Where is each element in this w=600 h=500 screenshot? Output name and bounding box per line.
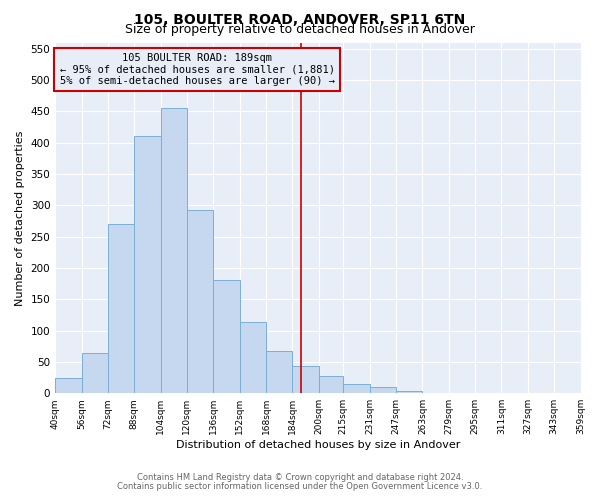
Bar [422, 392, 449, 393]
Bar [502, 392, 528, 393]
Bar [266, 351, 292, 393]
Bar [82, 352, 108, 393]
Text: Contains public sector information licensed under the Open Government Licence v3: Contains public sector information licen… [118, 482, 482, 491]
Bar [134, 136, 161, 393]
Bar [554, 392, 581, 393]
Bar [213, 280, 239, 393]
Bar [292, 366, 319, 393]
Bar [161, 108, 187, 393]
Bar [187, 210, 213, 393]
Bar [108, 224, 134, 393]
Text: 105, BOULTER ROAD, ANDOVER, SP11 6TN: 105, BOULTER ROAD, ANDOVER, SP11 6TN [134, 12, 466, 26]
X-axis label: Distribution of detached houses by size in Andover: Distribution of detached houses by size … [176, 440, 460, 450]
Bar [55, 378, 82, 393]
Bar [343, 384, 370, 393]
Bar [449, 392, 475, 393]
Bar [239, 322, 266, 393]
Text: Contains HM Land Registry data © Crown copyright and database right 2024.: Contains HM Land Registry data © Crown c… [137, 474, 463, 482]
Bar [396, 390, 422, 393]
Bar [319, 376, 343, 393]
Y-axis label: Number of detached properties: Number of detached properties [15, 130, 25, 306]
Text: 105 BOULTER ROAD: 189sqm
← 95% of detached houses are smaller (1,881)
5% of semi: 105 BOULTER ROAD: 189sqm ← 95% of detach… [59, 53, 335, 86]
Bar [370, 387, 396, 393]
Text: Size of property relative to detached houses in Andover: Size of property relative to detached ho… [125, 24, 475, 36]
